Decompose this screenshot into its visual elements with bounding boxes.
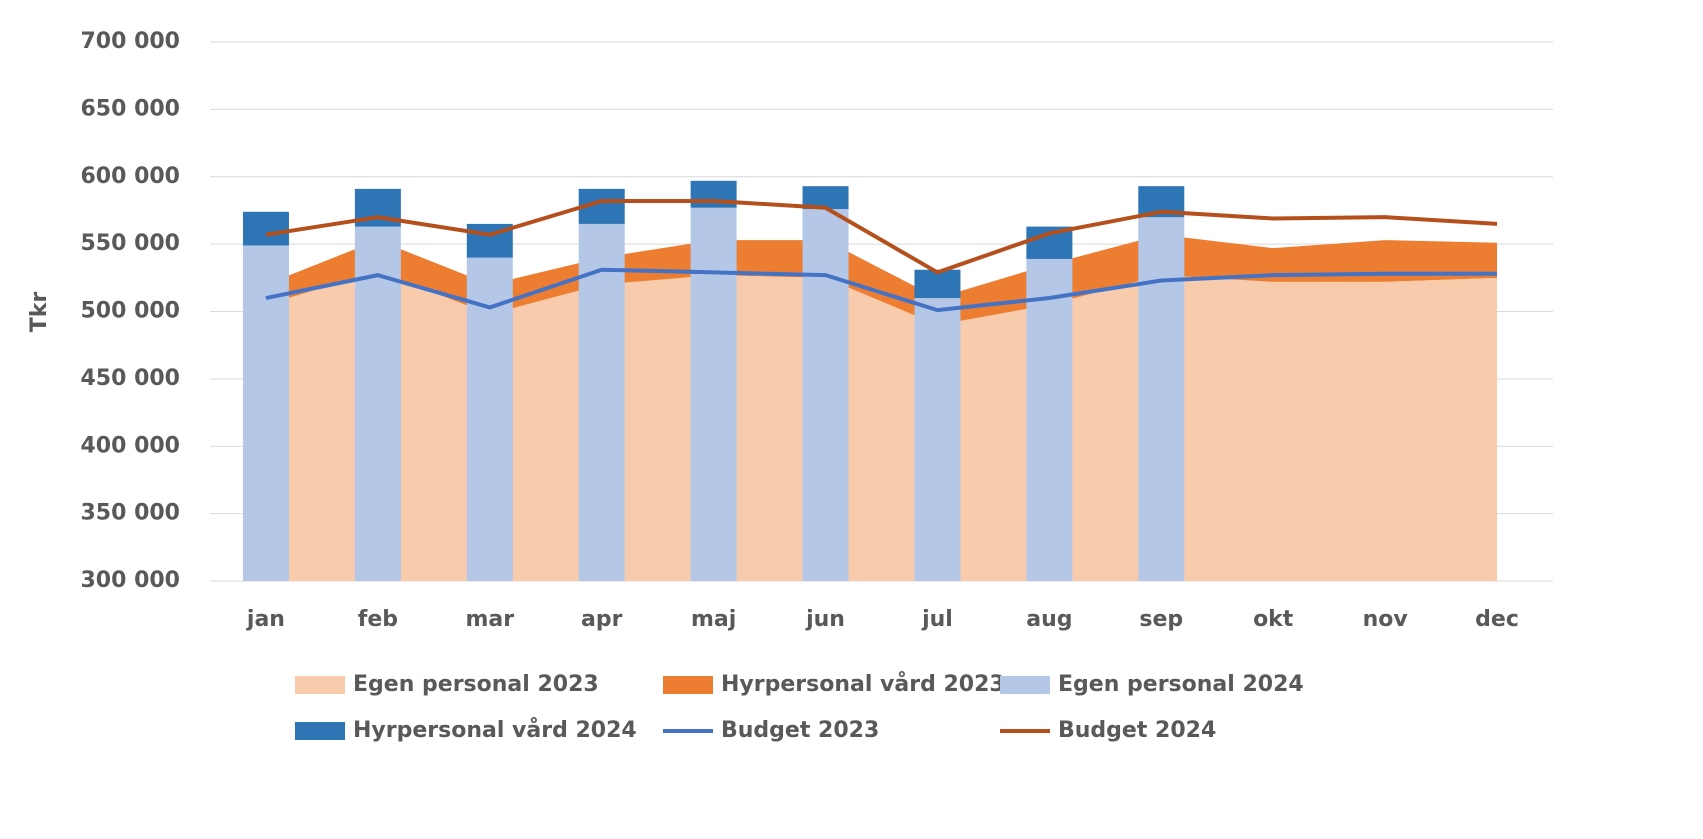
y-tick-label: 450 000 [80, 366, 180, 391]
bar [1026, 258, 1073, 581]
legend-label: Budget 2023 [721, 718, 879, 743]
legend-swatch [663, 676, 713, 694]
area [265, 234, 1498, 325]
y-axis-label: Tkr [27, 292, 52, 333]
bar [1138, 217, 1185, 582]
bars [242, 180, 1185, 582]
x-tick-label: feb [358, 607, 398, 632]
x-tick-label: maj [691, 607, 736, 632]
legend-label: Hyrpersonal vård 2024 [353, 717, 637, 743]
legend-label: Egen personal 2023 [353, 672, 599, 697]
bar [914, 298, 961, 581]
x-tick-label: nov [1363, 607, 1409, 632]
y-tick-label: 300 000 [80, 568, 180, 593]
bar [242, 245, 289, 581]
legend-label: Egen personal 2024 [1058, 672, 1304, 697]
bar [354, 226, 401, 582]
x-tick-label: okt [1253, 607, 1294, 632]
bar [914, 269, 961, 299]
legend-label: Hyrpersonal vård 2023 [721, 671, 1005, 697]
bar [466, 257, 513, 581]
y-tick-label: 650 000 [80, 96, 180, 121]
line [265, 199, 1498, 275]
x-tick-label: jan [246, 607, 285, 632]
bar [690, 207, 737, 581]
x-tick-label: jun [805, 607, 845, 632]
lines [265, 199, 1498, 313]
legend-swatch [1000, 676, 1050, 694]
x-tick-label: mar [465, 607, 514, 632]
bar [802, 209, 849, 581]
areas [265, 234, 1498, 581]
legend-label: Budget 2024 [1058, 718, 1216, 743]
x-tick-label: aug [1026, 607, 1072, 632]
y-tick-label: 600 000 [80, 164, 180, 189]
y-tick-label: 350 000 [80, 501, 180, 526]
legend-swatch [295, 722, 345, 740]
bar [578, 223, 625, 581]
area [265, 271, 1498, 581]
y-tick-label: 500 000 [80, 299, 180, 324]
x-tick-label: jul [921, 607, 953, 632]
legend-swatch [295, 676, 345, 694]
line [265, 267, 1498, 313]
bar [242, 211, 289, 246]
bar [802, 186, 849, 210]
x-tick-label: sep [1139, 607, 1183, 632]
y-tick-label: 400 000 [80, 433, 180, 458]
x-tick-label: dec [1475, 607, 1519, 632]
y-tick-label: 700 000 [80, 29, 180, 54]
x-tick-label: apr [581, 607, 623, 632]
y-tick-label: 550 000 [80, 231, 180, 256]
